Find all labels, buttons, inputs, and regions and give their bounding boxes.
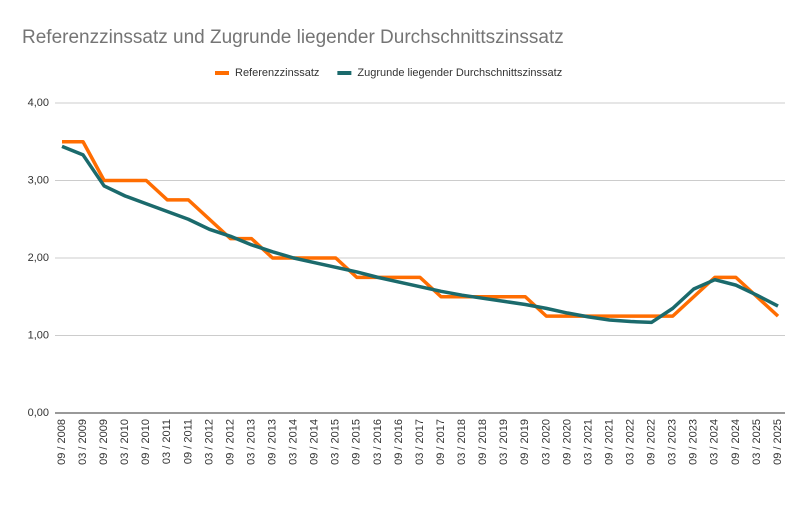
x-tick-label: 09 / 2025 (772, 419, 784, 465)
x-tick-label: 09 / 2016 (393, 419, 405, 465)
x-tick-label: 09 / 2018 (477, 419, 489, 465)
x-tick-label: 09 / 2020 (561, 419, 573, 465)
x-tick-label: 09 / 2021 (603, 419, 615, 465)
x-tick-label: 09 / 2015 (351, 419, 363, 465)
x-tick-label: 03 / 2010 (119, 419, 131, 465)
x-tick-label: 09 / 2012 (224, 419, 236, 465)
x-tick-label: 09 / 2011 (182, 419, 194, 464)
y-tick-label: 0,00 (28, 407, 49, 419)
x-tick-label: 03 / 2025 (751, 419, 763, 465)
chart-title: Referenzzinssatz und Zugrunde liegender … (22, 27, 564, 48)
x-tick-label: 03 / 2021 (582, 419, 594, 465)
x-tick-label: 09 / 2009 (98, 419, 110, 465)
x-tick-label: 09 / 2013 (266, 419, 278, 465)
x-tick-label: 03 / 2024 (709, 419, 721, 465)
y-tick-label: 1,00 (28, 329, 49, 341)
x-tick-label: 03 / 2020 (540, 419, 552, 465)
y-tick-label: 3,00 (28, 174, 49, 186)
legend-label: Referenzzinssatz (235, 67, 319, 79)
x-tick-label: 09 / 2008 (56, 419, 68, 465)
x-tick-label: 09 / 2023 (688, 419, 700, 465)
y-tick-label: 4,00 (28, 97, 49, 109)
x-tick-label: 03 / 2016 (372, 419, 384, 465)
series-line (61, 144, 779, 325)
x-tick-label: 09 / 2022 (646, 419, 658, 465)
series-line (62, 140, 780, 318)
x-tick-label: 03 / 2019 (498, 419, 510, 465)
x-tick-label: 03 / 2009 (77, 419, 89, 465)
x-tick-label: 03 / 2012 (203, 419, 215, 465)
x-tick-label: 09 / 2024 (730, 419, 742, 465)
x-tick-label: 03 / 2011 (161, 419, 173, 464)
x-tick-label: 03 / 2013 (245, 419, 257, 465)
x-tick-label: 03 / 2015 (330, 419, 342, 465)
x-tick-label: 09 / 2017 (435, 419, 447, 465)
x-tick-label: 09 / 2010 (140, 419, 152, 465)
y-tick-label: 2,00 (28, 252, 49, 264)
x-tick-label: 09 / 2014 (309, 419, 321, 465)
x-tick-label: 03 / 2014 (288, 419, 300, 465)
x-tick-label: 03 / 2017 (414, 419, 426, 465)
x-tick-label: 03 / 2018 (456, 419, 468, 465)
x-tick-label: 03 / 2022 (624, 419, 636, 465)
x-tick-label: 03 / 2023 (667, 419, 679, 465)
legend-label: Zugrunde liegender Durchschnittszinssatz (357, 67, 562, 79)
x-tick-label: 09 / 2019 (519, 419, 531, 465)
legend: Referenzzinssatz Zugrunde liegender Durch… (215, 67, 562, 79)
